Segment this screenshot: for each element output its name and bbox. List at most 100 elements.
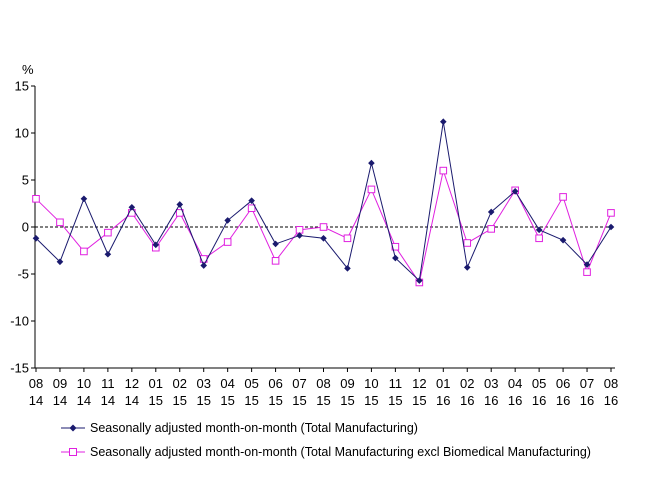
x-tick-label-month: 07 xyxy=(292,376,306,391)
legend-label-total-manufacturing: Seasonally adjusted month-on-month (Tota… xyxy=(90,421,418,435)
data-point-diamond xyxy=(344,265,351,272)
x-tick-label-year: 15 xyxy=(173,393,187,408)
x-tick-label-year: 16 xyxy=(532,393,546,408)
x-tick-label-month: 09 xyxy=(53,376,67,391)
y-tick-label: 0 xyxy=(22,220,29,235)
data-point-diamond xyxy=(224,217,231,224)
data-point-square xyxy=(104,228,112,237)
x-tick-label-month: 12 xyxy=(125,376,139,391)
data-point-diamond xyxy=(511,187,519,195)
axes: 151050-5-10-1508140914101411141214011502… xyxy=(10,79,618,409)
data-point-diamond xyxy=(559,236,567,244)
x-tick-label-year: 15 xyxy=(268,393,282,408)
x-tick-label-month: 04 xyxy=(220,376,234,391)
data-point-diamond xyxy=(463,264,471,271)
data-point-diamond xyxy=(583,261,591,268)
data-point-square xyxy=(583,268,591,276)
y-tick-label: 10 xyxy=(15,126,29,141)
data-point-square xyxy=(439,166,448,175)
x-tick-label-year: 16 xyxy=(460,393,474,408)
data-point-square xyxy=(295,226,304,234)
y-tick-label: 15 xyxy=(15,79,29,94)
x-tick-label-year: 14 xyxy=(77,393,91,408)
data-point-diamond xyxy=(272,240,279,248)
data-point-square xyxy=(535,234,543,243)
y-tick-label: 5 xyxy=(22,173,29,188)
legend-swatch-diamond xyxy=(61,424,85,432)
x-tick-label-year: 16 xyxy=(580,393,594,408)
data-point-diamond xyxy=(32,234,40,242)
x-tick-label-month: 08 xyxy=(604,376,618,391)
x-tick-label-year: 15 xyxy=(220,393,234,408)
data-point-diamond xyxy=(392,254,399,262)
x-tick-label-year: 16 xyxy=(508,393,522,408)
x-tick-label-year: 14 xyxy=(29,393,43,408)
data-point-diamond xyxy=(535,226,543,234)
data-point-diamond xyxy=(176,201,184,208)
data-point-square xyxy=(319,223,328,231)
data-point-diamond xyxy=(104,250,112,258)
x-tick-label-year: 16 xyxy=(484,393,498,408)
data-point-diamond xyxy=(56,258,64,266)
legend-item-total-manufacturing: Seasonally adjusted month-on-month (Tota… xyxy=(60,420,620,436)
x-tick-label-month: 09 xyxy=(340,376,354,391)
x-tick-label-year: 15 xyxy=(316,393,330,408)
series-group xyxy=(32,118,615,287)
x-tick-label-month: 05 xyxy=(532,376,546,391)
x-tick-label-year: 15 xyxy=(412,393,426,408)
x-tick-label-month: 02 xyxy=(460,376,474,391)
data-point-square xyxy=(223,238,232,246)
data-point-diamond xyxy=(128,203,136,211)
data-point-square xyxy=(56,218,64,227)
data-point-diamond xyxy=(320,234,327,242)
x-tick-label-year: 16 xyxy=(556,393,570,408)
x-tick-label-year: 15 xyxy=(340,393,354,408)
data-point-square xyxy=(271,257,280,265)
x-tick-label-year: 15 xyxy=(364,393,378,408)
data-point-square xyxy=(463,239,472,247)
data-point-square xyxy=(80,247,88,256)
data-point-diamond xyxy=(152,241,160,249)
x-tick-label-month: 02 xyxy=(173,376,187,391)
x-tick-label-year: 15 xyxy=(196,393,210,408)
data-point-square xyxy=(367,185,376,194)
x-tick-label-month: 01 xyxy=(149,376,163,391)
x-tick-label-month: 01 xyxy=(436,376,450,391)
data-point-diamond xyxy=(368,159,375,167)
x-tick-label-year: 15 xyxy=(388,393,402,408)
x-tick-label-month: 04 xyxy=(508,376,522,391)
x-tick-label-year: 14 xyxy=(125,393,139,408)
x-tick-label-year: 16 xyxy=(604,393,618,408)
x-tick-label-month: 11 xyxy=(389,376,403,391)
x-tick-label-month: 06 xyxy=(556,376,570,391)
data-point-square xyxy=(559,193,567,201)
legend-swatch-square xyxy=(61,448,85,456)
x-tick-label-year: 14 xyxy=(53,393,67,408)
y-tick-label: -10 xyxy=(10,314,29,329)
data-point-square xyxy=(343,234,352,243)
x-tick-label-month: 03 xyxy=(196,376,210,391)
x-tick-label-month: 11 xyxy=(101,376,115,391)
x-tick-label-year: 14 xyxy=(101,393,115,408)
data-point-diamond xyxy=(416,277,423,284)
series-total-manufacturing xyxy=(32,118,615,284)
x-tick-label-month: 05 xyxy=(244,376,258,391)
data-point-square xyxy=(607,209,615,217)
x-tick-label-month: 10 xyxy=(364,376,378,391)
x-tick-label-month: 10 xyxy=(77,376,91,391)
legend: Seasonally adjusted month-on-month (Tota… xyxy=(60,420,620,468)
data-point-square xyxy=(487,225,496,233)
y-tick-label: -5 xyxy=(17,267,29,282)
data-point-diamond xyxy=(607,223,615,231)
x-tick-label-month: 08 xyxy=(29,376,43,391)
x-tick-label-year: 16 xyxy=(436,393,450,408)
x-tick-label-month: 07 xyxy=(580,376,594,391)
series-line xyxy=(35,121,612,282)
legend-item-excl-biomedical: Seasonally adjusted month-on-month (Tota… xyxy=(60,444,620,460)
data-point-diamond xyxy=(487,208,495,216)
x-tick-label-month: 03 xyxy=(484,376,498,391)
x-tick-label-month: 12 xyxy=(412,376,426,391)
data-point-diamond xyxy=(200,262,208,269)
